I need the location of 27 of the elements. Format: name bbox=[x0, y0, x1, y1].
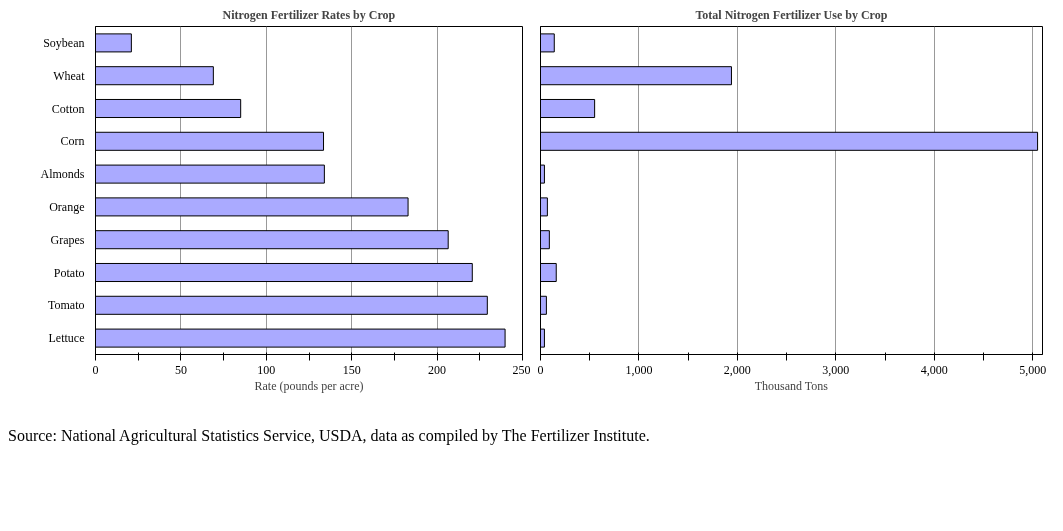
y-tick-label: Grapes bbox=[50, 232, 85, 247]
x-axis-title: Rate (pounds per acre) bbox=[254, 378, 364, 393]
x-tick-label: 150 bbox=[342, 362, 361, 377]
x-tick-label: 2,000 bbox=[723, 362, 751, 377]
y-tick-label: Almonds bbox=[40, 167, 85, 182]
y-tick-label: Orange bbox=[49, 199, 85, 214]
x-tick-label: 4,000 bbox=[920, 362, 948, 377]
x-tick-label: 0 bbox=[92, 362, 99, 377]
x-tick-label: 100 bbox=[257, 362, 276, 377]
x-tick-label: 200 bbox=[428, 362, 447, 377]
y-tick-label: Wheat bbox=[53, 68, 86, 83]
x-tick-label: 5,000 bbox=[1019, 362, 1047, 377]
chart-title: Total Nitrogen Fertilizer Use by Crop bbox=[695, 7, 888, 22]
x-tick-label: 250 bbox=[512, 362, 531, 377]
source-note: Source: National Agricultural Statistics Service, USDA, data as compiled by The Fertilizer Institute. bbox=[8, 426, 650, 447]
y-tick-label: Cotton bbox=[51, 101, 85, 116]
x-tick-label: 1,000 bbox=[625, 362, 653, 377]
x-tick-label: 50 bbox=[174, 362, 187, 377]
x-axis-title: Thousand Tons bbox=[754, 378, 829, 393]
x-tick-label: 3,000 bbox=[822, 362, 850, 377]
y-tick-label: Potato bbox=[53, 265, 85, 280]
y-tick-label: Corn bbox=[60, 134, 85, 149]
y-tick-label: Tomato bbox=[48, 298, 85, 313]
y-tick-label: Lettuce bbox=[48, 331, 85, 346]
x-tick-label: 0 bbox=[537, 362, 544, 377]
chart-title: Nitrogen Fertilizer Rates by Crop bbox=[222, 7, 396, 22]
y-tick-label: Soybean bbox=[43, 35, 85, 50]
